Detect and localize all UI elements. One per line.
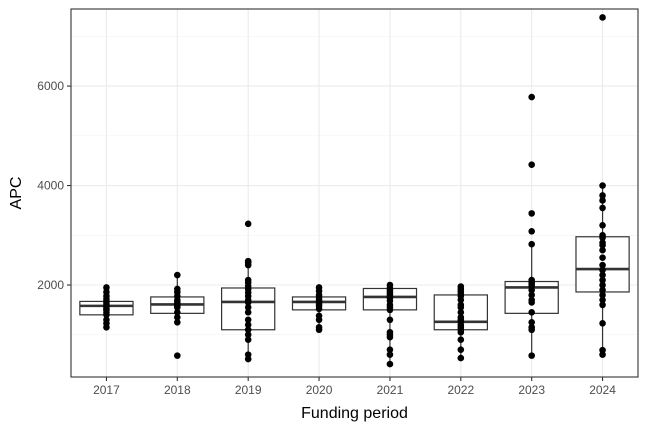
- data-point: [244, 220, 252, 228]
- x-tick-label: 2024: [589, 383, 616, 397]
- data-point: [599, 271, 606, 279]
- x-tick-label: 2018: [164, 383, 191, 397]
- data-point: [528, 276, 535, 284]
- data-point: [528, 240, 535, 248]
- data-point: [457, 309, 465, 316]
- data-point: [528, 318, 535, 326]
- data-point: [386, 316, 394, 324]
- data-point: [599, 319, 606, 327]
- data-point: [599, 197, 606, 204]
- data-point: [599, 296, 606, 304]
- data-point: [599, 276, 606, 284]
- data-point: [174, 309, 181, 316]
- data-point: [528, 352, 535, 359]
- data-point: [457, 283, 465, 290]
- grid-layer: [71, 9, 638, 377]
- data-point: [315, 284, 323, 291]
- data-point: [599, 182, 606, 189]
- data-point: [244, 257, 252, 265]
- data-point: [244, 351, 252, 358]
- data-point: [244, 276, 252, 284]
- x-tick-label: 2022: [447, 383, 474, 397]
- data-point: [244, 336, 252, 344]
- panel-border: [70, 8, 639, 378]
- data-point: [528, 93, 535, 101]
- data-point: [599, 301, 606, 309]
- data-point: [599, 231, 606, 239]
- data-point: [244, 321, 252, 329]
- data-point: [599, 239, 606, 247]
- x-tick-label: 2023: [518, 383, 545, 397]
- data-point: [386, 351, 394, 358]
- data-point: [528, 227, 535, 235]
- data-point: [103, 284, 110, 291]
- data-point: [599, 14, 606, 21]
- data-point: [528, 210, 535, 217]
- y-tick-label: 4000: [37, 179, 64, 193]
- data-point: [599, 286, 606, 294]
- data-point: [315, 323, 323, 331]
- data-point: [599, 281, 606, 289]
- y-tick-label: 2000: [37, 278, 64, 292]
- x-axis-title: Funding period: [301, 405, 408, 422]
- data-point: [174, 318, 181, 326]
- data-point: [244, 304, 252, 311]
- box-layer: [79, 185, 630, 365]
- data-point: [457, 336, 465, 344]
- data-point: [103, 316, 110, 324]
- data-point: [528, 291, 535, 299]
- x-tick-label: 2017: [93, 383, 120, 397]
- data-point: [386, 281, 394, 289]
- data-point: [174, 271, 181, 279]
- data-point: [457, 301, 465, 309]
- data-point: [244, 326, 252, 334]
- data-point: [599, 266, 606, 274]
- data-point: [599, 291, 606, 299]
- data-point: [386, 360, 394, 368]
- data-point: [599, 261, 606, 269]
- data-point: [386, 328, 394, 336]
- x-tick-label: 2019: [235, 383, 262, 397]
- data-point: [174, 285, 181, 293]
- data-point: [528, 309, 535, 316]
- data-point: [315, 312, 323, 320]
- data-point: [457, 314, 465, 321]
- data-point: [244, 309, 252, 316]
- data-point: [457, 346, 465, 353]
- point-layer: [103, 14, 606, 368]
- data-point: [386, 346, 394, 353]
- data-point: [174, 352, 181, 359]
- data-point: [599, 254, 606, 261]
- data-point: [174, 314, 181, 321]
- data-point: [528, 161, 535, 168]
- data-point: [528, 296, 535, 304]
- data-point: [599, 346, 606, 354]
- data-point: [244, 331, 252, 339]
- data-point: [599, 204, 606, 212]
- data-point: [599, 192, 606, 199]
- y-tick-label: 6000: [37, 79, 64, 93]
- x-tick-label: 2020: [306, 383, 333, 397]
- data-point: [528, 323, 535, 331]
- data-point: [599, 222, 606, 229]
- x-tick-label: 2021: [377, 383, 404, 397]
- data-point: [244, 316, 252, 324]
- axis-layer: 2000 4000 6000 2017 2018 2019 2020 2021 2022 2023…: [37, 79, 616, 397]
- y-axis-title: APC: [8, 177, 25, 210]
- data-point: [599, 246, 606, 254]
- data-point: [457, 354, 465, 362]
